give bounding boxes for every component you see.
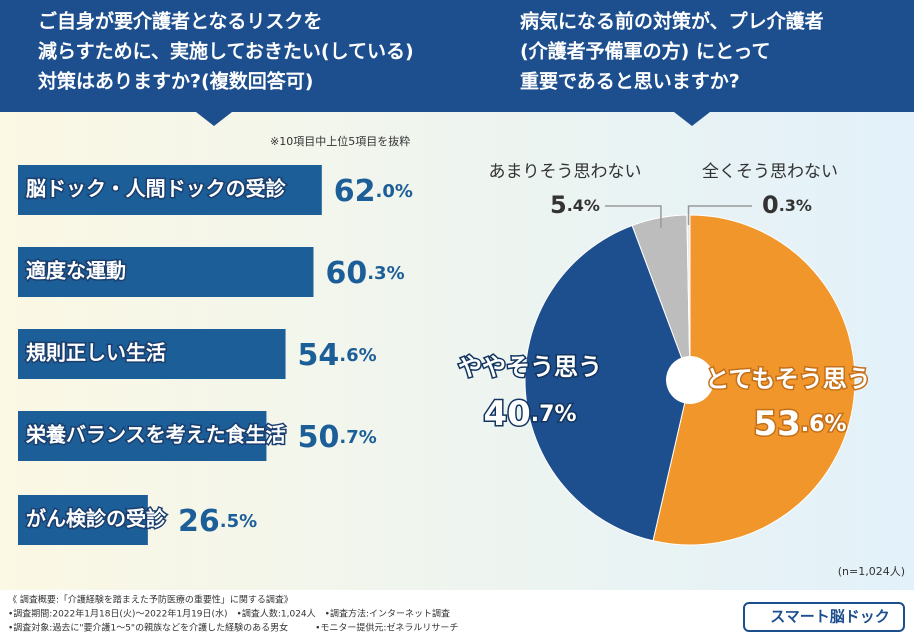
pie-slice (524, 224, 691, 542)
bar-value-label: 62.0% (334, 174, 413, 209)
left-title: 対策はありますか?(複数回答可) (37, 70, 313, 93)
pie-value-label: 40.7% (483, 394, 576, 434)
pie-value-label: 53.6% (753, 404, 846, 444)
logo-box (743, 602, 905, 632)
pie-slice (652, 214, 856, 546)
pie-hole (666, 356, 714, 404)
footer-line: 《 調査概要:「介護経験を踏まえた予防医療の重要性」に関する調査》 (8, 594, 293, 606)
right-title: (介護者予備軍の方) にとって (520, 40, 770, 63)
bar-category: 栄養バランスを考えた食生活 (25, 423, 286, 447)
pie-category: あまりそう思わない (489, 162, 642, 182)
bar-category: 規則正しい生活 (26, 341, 166, 365)
bar-value-label: 60.3% (325, 256, 404, 291)
footer-line: •調査期間:2022年1月18日(火)〜2022年1月19日(水) •調査人数:… (8, 608, 450, 620)
header-banner (0, 0, 914, 126)
logo: スマート脳ドック (770, 608, 890, 626)
bar (18, 495, 148, 545)
bar (18, 329, 286, 379)
leader-line (605, 205, 662, 228)
bar (18, 247, 314, 297)
pie-value-label: 5.4% (550, 191, 600, 219)
pie-category: 全くそう思わない (702, 162, 838, 182)
bar-category: 適度な運動 (26, 259, 126, 283)
bar (18, 165, 322, 215)
bar-value-label: 50.7% (298, 420, 377, 455)
footer-line: •調査対象:過去に"要介護1〜5"の親族などを介護した経験のある男女 •モニター… (8, 622, 458, 634)
left-title: ご自身が要介護者となるリスクを (38, 10, 322, 33)
bar-category: がん検診の受診 (26, 507, 167, 531)
bar-value-label: 54.6% (298, 338, 377, 373)
pie-category: とてもそう思う (705, 365, 871, 393)
bar-note: ※10項目中上位5項目を抜粋 (270, 134, 410, 148)
bar-value-label: 26.5% (178, 504, 257, 539)
pie-note: (n=1,024人) (838, 565, 905, 578)
bar (18, 411, 267, 461)
right-title: 病気になる前の対策が、プレ介護者 (520, 10, 824, 33)
pie-value-label: 0.3% (762, 191, 812, 219)
leader-line (687, 205, 752, 226)
right-title: 重要であると思いますか? (520, 71, 740, 93)
bar-category: 脳ドック・人間ドックの受診 (25, 177, 287, 201)
pie-category: ややそう思う (458, 353, 602, 381)
left-title: 減らすために、実施しておきたい(している) (38, 40, 414, 63)
